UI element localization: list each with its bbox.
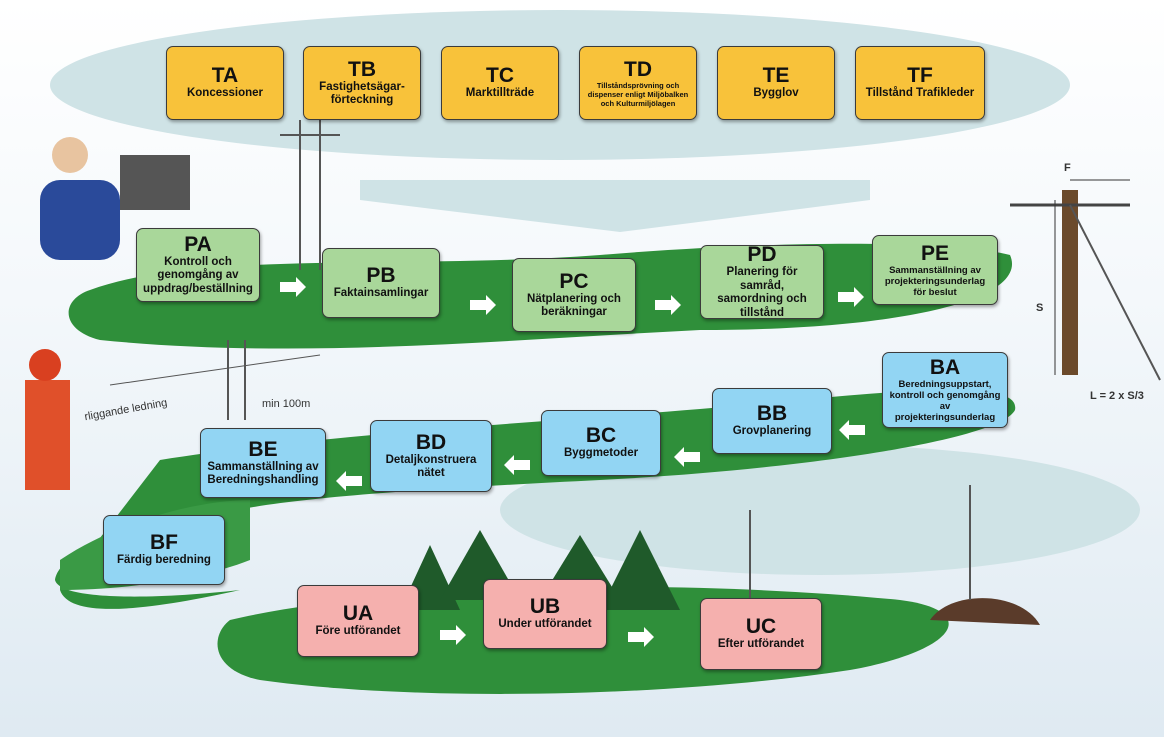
- step-code: TE: [763, 65, 790, 87]
- step-code: UA: [343, 603, 373, 625]
- step-code: TD: [624, 59, 652, 81]
- step-label: Fastighetsägar-förteckning: [310, 81, 414, 108]
- step-code: BA: [930, 357, 960, 379]
- step-label: Sammanställning av projekteringsunderlag…: [879, 265, 991, 298]
- step-code: UC: [746, 616, 776, 638]
- step-label: Nätplanering och beräkningar: [519, 293, 629, 320]
- step-label: Färdig beredning: [117, 554, 211, 568]
- flow-arrow: [360, 180, 870, 232]
- step-label: Detaljkonstruera nätet: [377, 454, 485, 481]
- step-label: Grovplanering: [733, 425, 812, 439]
- distance-note: min 100m: [262, 398, 310, 410]
- step-code: BF: [150, 532, 178, 554]
- step-code: TF: [907, 65, 933, 87]
- pole-height: S: [1036, 302, 1043, 314]
- step-label: Under utförandet: [498, 618, 591, 632]
- step-label: Tillstånd Trafikleder: [866, 87, 974, 101]
- step-code: PE: [921, 243, 949, 265]
- step-code: TB: [348, 59, 376, 81]
- step-code: TC: [486, 65, 514, 87]
- step-code: BE: [248, 439, 277, 461]
- step-label: Före utförandet: [316, 625, 401, 639]
- step-label: Faktainsamlingar: [334, 287, 429, 301]
- pole-length: L = 2 x S/3: [1090, 390, 1144, 402]
- step-code: PA: [184, 234, 212, 256]
- step-label: Tillståndsprövning och dispenser enligt …: [586, 81, 690, 108]
- step-label: Efter utförandet: [718, 638, 804, 652]
- pole-force: F: [1064, 162, 1071, 174]
- step-label: Beredningsuppstart, kontroll och genomgå…: [889, 379, 1001, 423]
- step-code: PB: [366, 265, 395, 287]
- step-label: Sammanställning av Beredningshandling: [207, 461, 319, 488]
- step-label: Byggmetoder: [564, 447, 638, 461]
- step-code: PC: [559, 271, 588, 293]
- step-code: UB: [530, 596, 560, 618]
- pole: [1010, 180, 1160, 380]
- step-label: Marktillträde: [466, 87, 534, 101]
- step-label: Bygglov: [753, 87, 798, 101]
- step-code: BB: [757, 403, 787, 425]
- step-label: Planering för samråd, samordning och til…: [707, 266, 817, 320]
- diagram: F S L = 2 x S/3 min 100m rliggande ledni…: [0, 0, 1164, 737]
- step-code: PD: [747, 244, 776, 266]
- step-code: BC: [586, 425, 616, 447]
- step-code: BD: [416, 432, 446, 454]
- step-label: Kontroll och genomgång av uppdrag/bestäl…: [143, 256, 253, 297]
- step-label: Koncessioner: [187, 87, 263, 101]
- step-code: TA: [212, 65, 238, 87]
